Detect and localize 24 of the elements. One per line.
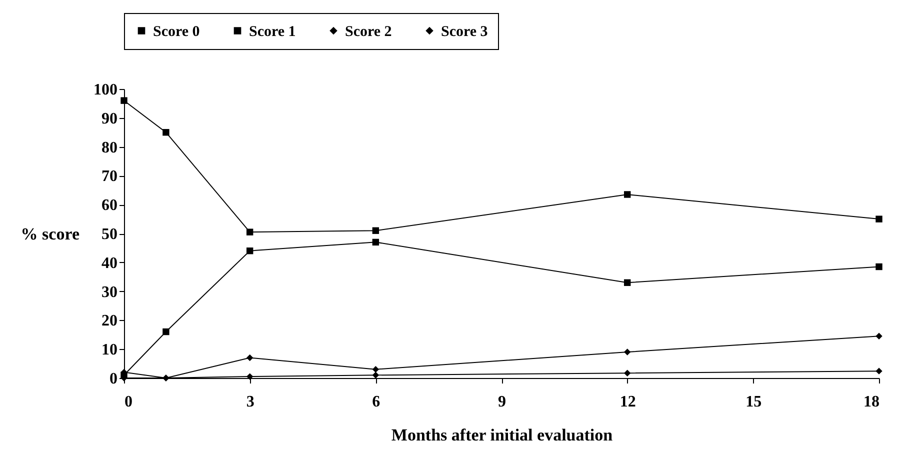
y-tick-label: 0 — [110, 370, 118, 388]
x-tick-label: 12 — [620, 394, 636, 410]
x-tick-label: 0 — [124, 394, 132, 410]
x-tick-label: 15 — [746, 394, 762, 410]
y-tick-label: 70 — [102, 168, 118, 186]
y-tick-label: 60 — [102, 197, 118, 214]
legend-label: Score 2 — [345, 24, 392, 40]
y-tick-label: 20 — [102, 312, 118, 330]
y-tick-label: 80 — [102, 139, 118, 156]
legend-label: Score 0 — [153, 24, 200, 40]
y-tick-label: 90 — [102, 110, 118, 128]
x-tick-label: 6 — [372, 394, 380, 410]
y-tick-label: 100 — [94, 82, 118, 98]
y-axis-title: % score — [20, 224, 80, 244]
x-tick-label: 9 — [498, 394, 506, 410]
x-tick-label: 3 — [246, 394, 254, 410]
y-tick-label: 10 — [102, 342, 118, 359]
y-tick-label: 50 — [102, 226, 118, 243]
x-tick-label: 18 — [864, 394, 880, 410]
x-axis-title: Months after initial evaluation — [391, 426, 614, 444]
y-tick-label: 40 — [102, 254, 118, 272]
y-tick-label: 30 — [102, 284, 118, 301]
legend-label: Score 3 — [441, 24, 488, 40]
legend-label: Score 1 — [249, 24, 296, 40]
